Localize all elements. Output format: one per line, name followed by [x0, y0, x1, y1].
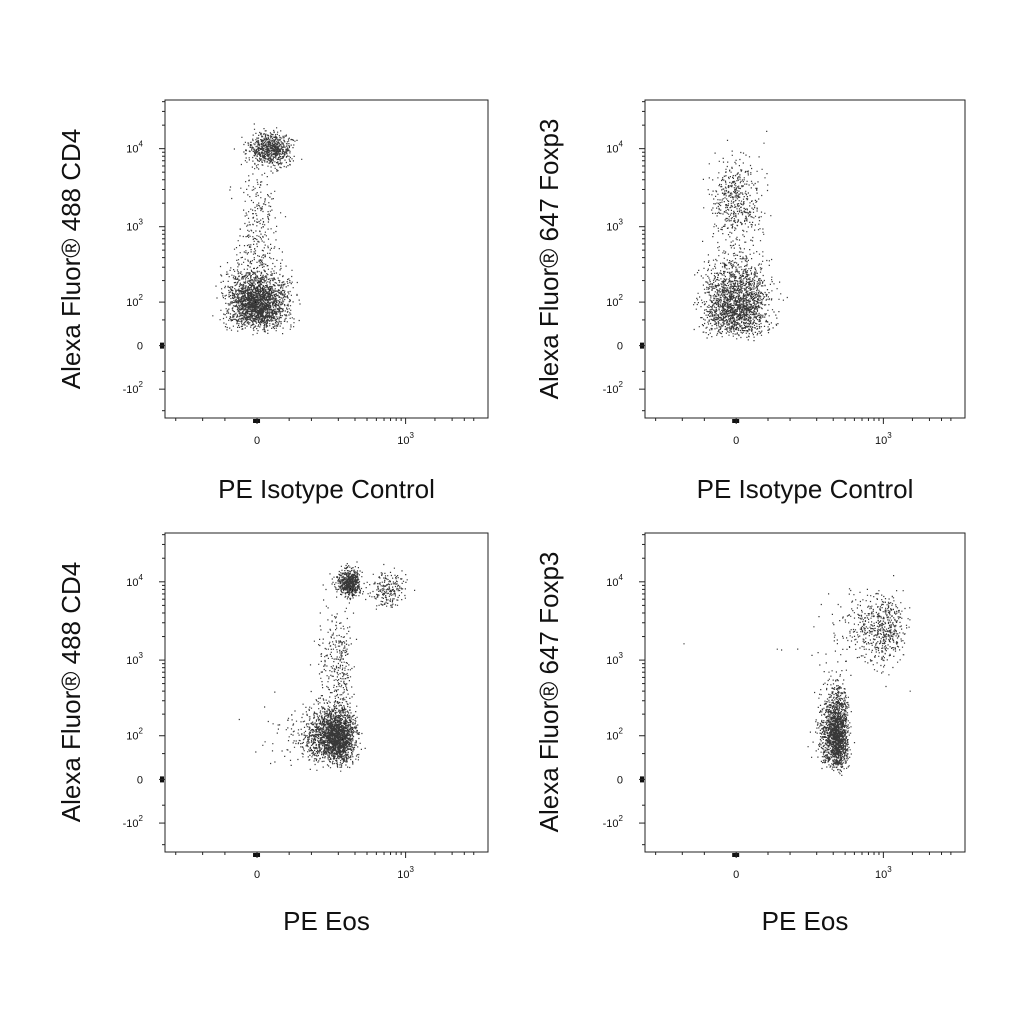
x-tick-label: 103	[397, 431, 414, 447]
y-tick-label: 102	[126, 727, 143, 743]
y-tick-label: 102	[606, 293, 623, 309]
panel-top-right: 0 103 -102 0 102 103 104 PE Isotype Control Alex…	[534, 99, 966, 504]
x-axis-title: PE Isotype Control	[218, 474, 435, 504]
y-tick-label: 104	[126, 140, 143, 156]
x-tick-label: 0	[733, 435, 739, 447]
population-3	[347, 563, 416, 610]
y-tick-label: 0	[137, 774, 143, 786]
y-axis-title: Alexa Fluor® 647 Foxp3	[534, 119, 564, 400]
event-dots	[693, 130, 788, 342]
y-tick-label: 102	[606, 727, 623, 743]
y-tick-label: 103	[126, 651, 143, 667]
plot-frame	[164, 532, 489, 853]
dot-cloud	[702, 130, 772, 265]
x-tick-label: 0	[254, 869, 260, 881]
y-axis-title: Alexa Fluor® 488 CD4	[56, 562, 86, 823]
population-2	[322, 561, 365, 601]
dot-cloud	[347, 563, 416, 610]
y-tick-label: 103	[606, 218, 623, 234]
population-2	[233, 123, 303, 174]
y-tick-label: 103	[606, 651, 623, 667]
y-tick-label: 104	[126, 573, 143, 589]
y-tick-label: -102	[603, 814, 624, 830]
y-tick-label: -102	[603, 380, 624, 396]
event-dots	[683, 575, 911, 776]
dot-cloud	[212, 244, 301, 336]
dot-cloud	[233, 123, 303, 174]
x-axis-title: PE Eos	[762, 906, 849, 936]
dot-cloud	[807, 643, 856, 776]
y-tick-label: 0	[617, 341, 623, 353]
x-tick-label: 103	[875, 431, 892, 447]
x-tick-label: 0	[733, 869, 739, 881]
x-axis-title: PE Eos	[283, 906, 370, 936]
panel-bottom-right: 0 103 -102 0 102 103 104 PE Eos Alexa Fluor® 647…	[534, 532, 966, 936]
y-axis-title: Alexa Fluor® 488 CD4	[56, 129, 86, 390]
plot-frame	[644, 99, 966, 419]
y-tick-label: 103	[126, 218, 143, 234]
population-1	[212, 244, 301, 336]
panel-bottom-left: 0 103 -102 0 102 103 104 PE Eos Alexa Fluor® 488…	[56, 532, 489, 936]
plot-frame	[644, 532, 966, 853]
dot-cloud	[322, 561, 365, 601]
population-1	[807, 643, 856, 776]
y-tick-label: 104	[606, 140, 623, 156]
x-axis-title: PE Isotype Control	[697, 474, 914, 504]
y-tick-label: 0	[137, 341, 143, 353]
y-tick-label: 104	[606, 573, 623, 589]
event-dots	[238, 561, 416, 772]
plot-frame	[164, 99, 489, 419]
x-tick-label: 103	[397, 865, 414, 881]
dot-cloud	[693, 231, 788, 342]
y-tick-label: -102	[123, 380, 144, 396]
dot-cloud	[683, 575, 911, 692]
panel-top-left: 0 103 -102 0 102 103 104 PE Isotype Control Alex…	[56, 99, 489, 504]
x-tick-label: 103	[875, 865, 892, 881]
y-tick-label: -102	[123, 814, 144, 830]
population-1	[693, 231, 788, 342]
y-tick-label: 102	[126, 293, 143, 309]
dot-cloud	[238, 679, 366, 772]
y-axis-title: Alexa Fluor® 647 Foxp3	[534, 552, 564, 833]
event-dots	[212, 123, 303, 336]
population-2	[683, 575, 911, 692]
x-tick-label: 0	[254, 435, 260, 447]
y-tick-label: 0	[617, 774, 623, 786]
population-2	[702, 130, 772, 265]
population-1	[238, 679, 366, 772]
